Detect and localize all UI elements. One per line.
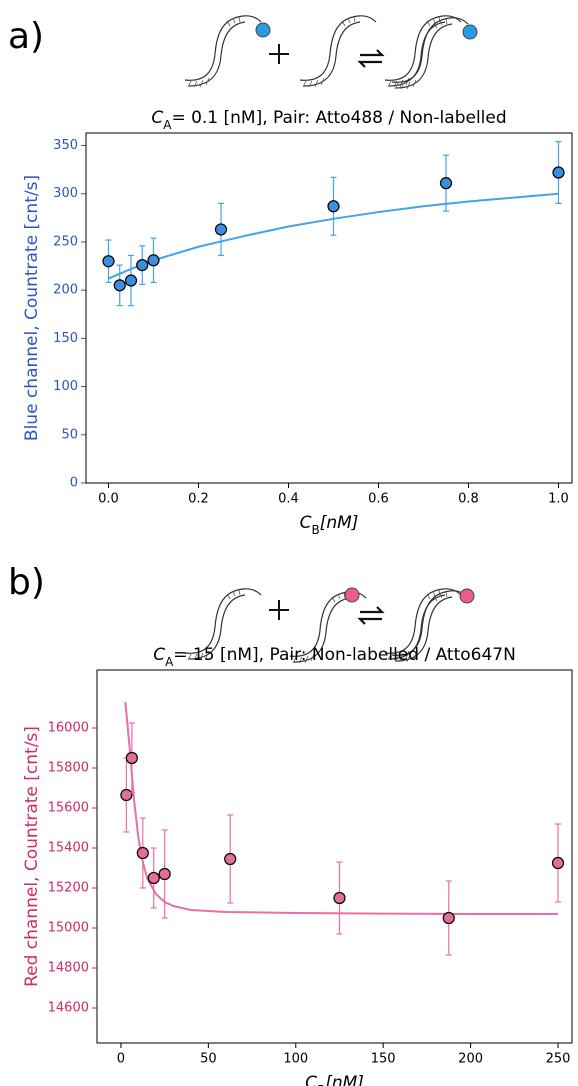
y-tick-label: 14800: [48, 961, 89, 976]
x-tick-label: 0.6: [368, 492, 389, 507]
y-tick-label: 15200: [48, 881, 89, 896]
y-tick-label: 300: [53, 186, 78, 201]
x-tick-label: 0: [117, 1052, 125, 1067]
y-tick-label: 14600: [48, 1001, 89, 1016]
panel-label: a): [8, 16, 44, 57]
data-point: [124, 274, 138, 287]
title-symbol: C: [151, 108, 163, 128]
scheme-b: [184, 587, 475, 664]
y-tick-label: 0: [70, 476, 78, 491]
x-tick-label: 100: [283, 1052, 308, 1067]
x-tick-label: 50: [200, 1052, 217, 1067]
title-symbol: C: [153, 645, 165, 665]
chart-title: CA= 15 [nM], Pair: Non-labelled / Atto64…: [153, 645, 516, 669]
y-tick-label: 15000: [48, 921, 89, 936]
x-tick-label: 0.0: [98, 492, 119, 507]
data-point: [327, 200, 340, 213]
x-label-unit: [nM]: [325, 1073, 364, 1086]
data-point: [158, 867, 171, 881]
x-label-subscript: B: [311, 523, 319, 537]
data-point: [552, 166, 565, 179]
data-point: [113, 279, 126, 292]
panel-label: b): [8, 562, 45, 603]
x-tick-label: 150: [371, 1052, 396, 1067]
y-axis-label: Red channel, Countrate [cnt/s]: [22, 726, 42, 987]
data-point: [136, 846, 149, 860]
fit-line: [124, 701, 559, 915]
x-label-unit: [nM]: [320, 513, 359, 533]
y-axis-label: Blue channel, Countrate [cnt/s]: [22, 175, 42, 441]
x-tick-label: 0.2: [188, 492, 209, 507]
x-tick-label: 250: [546, 1052, 571, 1067]
x-tick-label: 200: [458, 1052, 483, 1067]
x-axis-label: CB[nM]: [300, 513, 359, 537]
scheme-a: [184, 15, 478, 90]
data-point: [224, 852, 237, 866]
chart-title: CA= 0.1 [nM], Pair: Atto488 / Non-labell…: [151, 108, 506, 132]
x-label-symbol: C: [305, 1073, 317, 1086]
x-tick-label: 0.8: [458, 492, 479, 507]
x-tick-label: 0.4: [278, 492, 299, 507]
y-tick-label: 150: [53, 331, 78, 346]
y-tick-label: 100: [53, 379, 78, 394]
data-point: [102, 255, 115, 268]
x-label-symbol: C: [300, 513, 312, 533]
data-point: [136, 258, 149, 272]
title-subscript: A: [163, 118, 172, 132]
data-point: [551, 856, 565, 870]
plot-frame: [96, 669, 573, 1044]
y-tick-label: 15800: [48, 761, 89, 776]
data-point: [125, 751, 138, 765]
data-point: [442, 911, 455, 925]
y-tick-label: 15600: [48, 801, 89, 816]
y-tick-label: 250: [53, 234, 78, 249]
x-label-subscript: B: [317, 1083, 325, 1086]
y-tick-label: 350: [53, 138, 78, 153]
y-tick-label: 15400: [48, 841, 89, 856]
x-axis-label: CB[nM]: [305, 1073, 364, 1086]
data-point: [439, 177, 453, 190]
data-point: [147, 871, 160, 885]
x-tick-label: 1.0: [548, 492, 569, 507]
y-tick-label: 16000: [48, 721, 89, 736]
plot-frame: [85, 132, 573, 484]
title-subscript: A: [165, 655, 174, 669]
data-point: [147, 254, 160, 267]
title-text: = 15 [nM], Pair: Non-labelled / Atto647N: [173, 645, 516, 665]
data-point: [333, 891, 346, 905]
data-point: [120, 788, 133, 802]
y-tick-label: 200: [53, 283, 78, 298]
y-tick-label: 50: [61, 427, 78, 442]
title-text: = 0.1 [nM], Pair: Atto488 / Non-labelled: [171, 108, 506, 128]
data-point: [214, 223, 228, 236]
